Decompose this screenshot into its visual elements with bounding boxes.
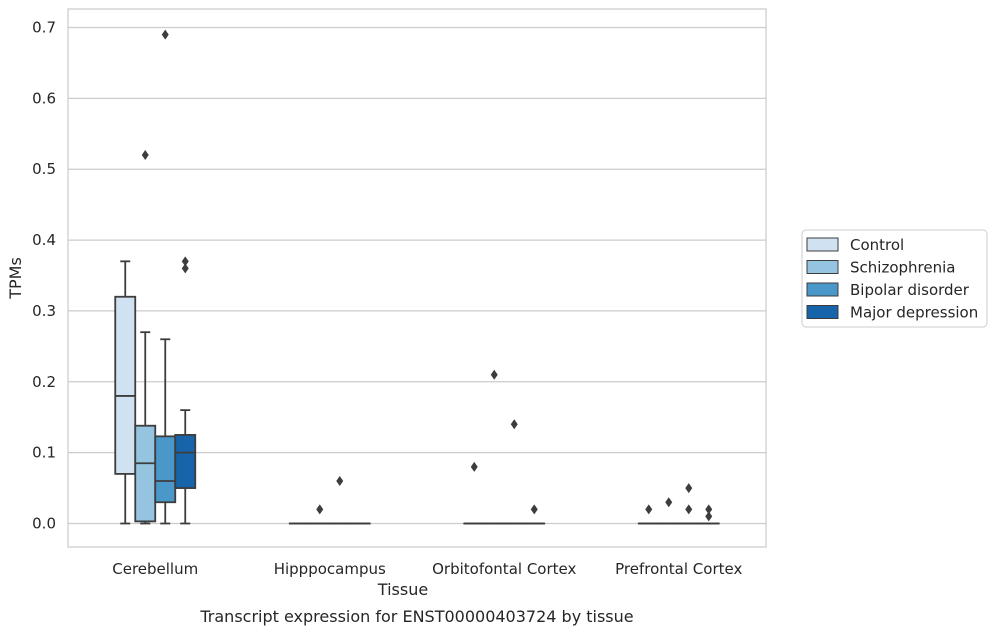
plot-frame [67, 8, 767, 548]
y-tick-label: 0.2 [32, 373, 56, 391]
outlier-point [510, 419, 518, 430]
legend-swatch [806, 237, 839, 252]
outlier-point [141, 150, 149, 161]
legend-frame [801, 229, 988, 328]
box [154, 435, 177, 504]
outlier-point [181, 256, 189, 267]
box-major-depression [697, 504, 720, 525]
y-axis-label: TPMs [6, 257, 25, 300]
y-tick-label: 0.6 [32, 89, 56, 107]
y-tick-label: 0.1 [32, 444, 56, 462]
box-control [463, 461, 486, 525]
y-tick-labels: 0.0 0.1 0.2 0.3 0.4 0.5 0.6 0.7 [32, 19, 56, 533]
legend-swatch [806, 305, 839, 319]
outlier-point [181, 263, 189, 274]
box-bipolar-disorder [328, 475, 351, 525]
legend: Control Schizophrenia Bipolar disorder Majo… [801, 229, 988, 328]
x-axis-label: Tissue [377, 580, 428, 599]
outlier-point [530, 504, 538, 515]
y-tick-label: 0.4 [32, 231, 56, 249]
outlier-point [705, 504, 713, 515]
legend-label: Schizophrenia [850, 259, 955, 277]
box-bipolar-disorder [677, 483, 700, 525]
legend-swatch [806, 282, 839, 297]
outlier-point [665, 497, 673, 508]
legend-label: Control [850, 236, 904, 254]
y-tick-label: 0.7 [32, 19, 56, 37]
legend-label: Major depression [850, 304, 978, 322]
y-tick-label: 0.3 [32, 302, 56, 320]
x-tick-labels: Cerebellum Hipppocampus Orbitofontal Corte… [112, 560, 742, 578]
outlier-point [470, 461, 478, 472]
box-bipolar-disorder [154, 29, 177, 525]
box-schizophrenia [657, 497, 680, 525]
box [174, 434, 197, 489]
outlier-point [336, 475, 344, 486]
legend-label: Bipolar disorder [850, 281, 970, 299]
box-control [114, 260, 137, 525]
box-control [637, 504, 660, 525]
outlier-point [685, 504, 693, 515]
box-major-depression [174, 256, 197, 525]
box-schizophrenia [483, 369, 506, 525]
outlier-point [685, 483, 693, 494]
outlier-point [705, 511, 713, 522]
outlier-point [645, 504, 653, 515]
boxplots [114, 29, 720, 525]
x-tick-label: Hipppocampus [274, 560, 386, 578]
y-tick-label: 0.5 [32, 160, 56, 178]
outlier-point [161, 29, 169, 40]
y-tick-label: 0.0 [32, 515, 56, 533]
outlier-point [316, 504, 324, 515]
outlier-point [490, 369, 498, 380]
x-tick-label: Orbitofontal Cortex [432, 560, 576, 578]
box-schizophrenia [134, 150, 157, 525]
legend-swatch [806, 260, 839, 274]
box [134, 424, 157, 523]
box [114, 295, 137, 475]
box-schizophrenia [308, 504, 331, 525]
chart-caption: Transcript expression for ENST0000040372… [199, 607, 633, 626]
x-tick-label: Cerebellum [112, 560, 198, 578]
x-tick-label: Prefrontal Cortex [615, 560, 742, 578]
box-bipolar-disorder [503, 419, 526, 525]
box-major-depression [523, 504, 546, 525]
